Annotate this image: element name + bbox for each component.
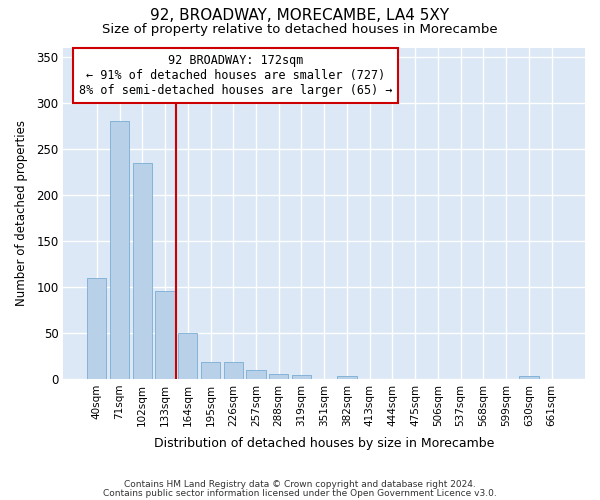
- Y-axis label: Number of detached properties: Number of detached properties: [15, 120, 28, 306]
- Bar: [87, 278, 106, 379]
- Bar: [337, 376, 356, 379]
- Text: 92 BROADWAY: 172sqm
← 91% of detached houses are smaller (727)
8% of semi-detach: 92 BROADWAY: 172sqm ← 91% of detached ho…: [79, 54, 392, 97]
- Bar: [224, 362, 243, 379]
- Text: Contains HM Land Registry data © Crown copyright and database right 2024.: Contains HM Land Registry data © Crown c…: [124, 480, 476, 489]
- Bar: [110, 121, 129, 379]
- Text: Contains public sector information licensed under the Open Government Licence v3: Contains public sector information licen…: [103, 488, 497, 498]
- Bar: [292, 375, 311, 379]
- Text: Size of property relative to detached houses in Morecambe: Size of property relative to detached ho…: [102, 22, 498, 36]
- Bar: [133, 162, 152, 379]
- Bar: [201, 362, 220, 379]
- Bar: [155, 292, 175, 379]
- Bar: [178, 333, 197, 379]
- Bar: [519, 376, 539, 379]
- X-axis label: Distribution of detached houses by size in Morecambe: Distribution of detached houses by size …: [154, 437, 494, 450]
- Text: 92, BROADWAY, MORECAMBE, LA4 5XY: 92, BROADWAY, MORECAMBE, LA4 5XY: [151, 8, 449, 22]
- Bar: [247, 370, 266, 379]
- Bar: [269, 374, 289, 379]
